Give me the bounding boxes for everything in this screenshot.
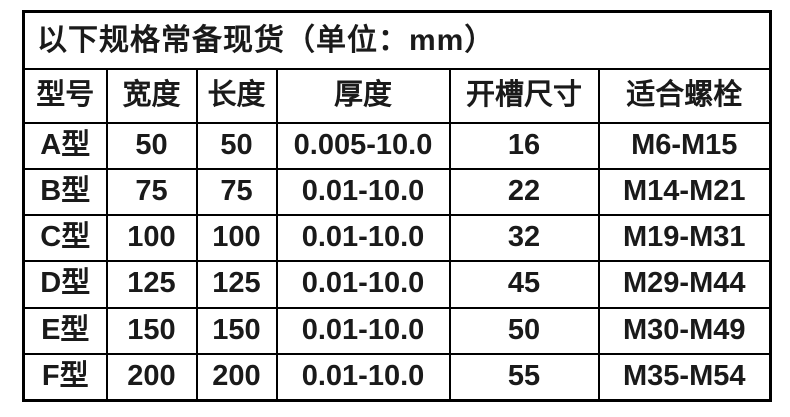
- table-row: A型 50 50 0.005-10.0 16 M6-M15: [22, 121, 772, 171]
- cell-thickness: 0.01-10.0: [275, 306, 451, 355]
- cell-model: D型: [22, 260, 108, 309]
- cell-length: 75: [195, 168, 278, 217]
- cell-bolt-fit: M35-M54: [597, 352, 772, 402]
- cell-model: F型: [22, 352, 108, 402]
- cell-slot-size: 16: [448, 121, 600, 171]
- cell-length: 100: [195, 214, 278, 263]
- cell-width: 150: [105, 306, 198, 355]
- header-length: 长度: [195, 68, 278, 124]
- cell-slot-size: 22: [448, 168, 600, 217]
- cell-model: A型: [22, 121, 108, 171]
- cell-model: E型: [22, 306, 108, 355]
- cell-length: 200: [195, 352, 278, 402]
- table-row: D型 125 125 0.01-10.0 45 M29-M44: [22, 260, 772, 309]
- table-title: 以下规格常备现货（单位：mm）: [22, 10, 772, 70]
- cell-width: 200: [105, 352, 198, 402]
- cell-bolt-fit: M6-M15: [597, 121, 772, 171]
- cell-model: C型: [22, 214, 108, 263]
- table-row: B型 75 75 0.01-10.0 22 M14-M21: [22, 168, 772, 217]
- cell-thickness: 0.01-10.0: [275, 352, 451, 402]
- header-width: 宽度: [105, 68, 198, 124]
- cell-width: 50: [105, 121, 198, 171]
- cell-bolt-fit: M29-M44: [597, 260, 772, 309]
- table-row: F型 200 200 0.01-10.0 55 M35-M54: [22, 352, 772, 402]
- cell-thickness: 0.005-10.0: [275, 121, 451, 171]
- header-bolt-fit: 适合螺栓: [597, 68, 772, 124]
- cell-bolt-fit: M14-M21: [597, 168, 772, 217]
- cell-thickness: 0.01-10.0: [275, 168, 451, 217]
- cell-width: 100: [105, 214, 198, 263]
- cell-slot-size: 50: [448, 306, 600, 355]
- cell-slot-size: 45: [448, 260, 600, 309]
- cell-bolt-fit: M19-M31: [597, 214, 772, 263]
- cell-slot-size: 32: [448, 214, 600, 263]
- cell-bolt-fit: M30-M49: [597, 306, 772, 355]
- cell-thickness: 0.01-10.0: [275, 260, 451, 309]
- header-row: 型号 宽度 长度 厚度 开槽尺寸 适合螺栓: [22, 68, 772, 124]
- cell-length: 50: [195, 121, 278, 171]
- cell-thickness: 0.01-10.0: [275, 214, 451, 263]
- cell-model: B型: [22, 168, 108, 217]
- cell-length: 125: [195, 260, 278, 309]
- cell-length: 150: [195, 306, 278, 355]
- header-thickness: 厚度: [275, 68, 451, 124]
- cell-slot-size: 55: [448, 352, 600, 402]
- table-row: E型 150 150 0.01-10.0 50 M30-M49: [22, 306, 772, 355]
- cell-width: 125: [105, 260, 198, 309]
- header-slot-size: 开槽尺寸: [448, 68, 600, 124]
- title-row: 以下规格常备现货（单位：mm）: [22, 10, 772, 70]
- cell-width: 75: [105, 168, 198, 217]
- spec-table: 以下规格常备现货（单位：mm） 型号 宽度 长度 厚度 开槽尺寸 适合螺栓 A型…: [22, 10, 773, 402]
- header-model: 型号: [22, 68, 108, 124]
- table-row: C型 100 100 0.01-10.0 32 M19-M31: [22, 214, 772, 263]
